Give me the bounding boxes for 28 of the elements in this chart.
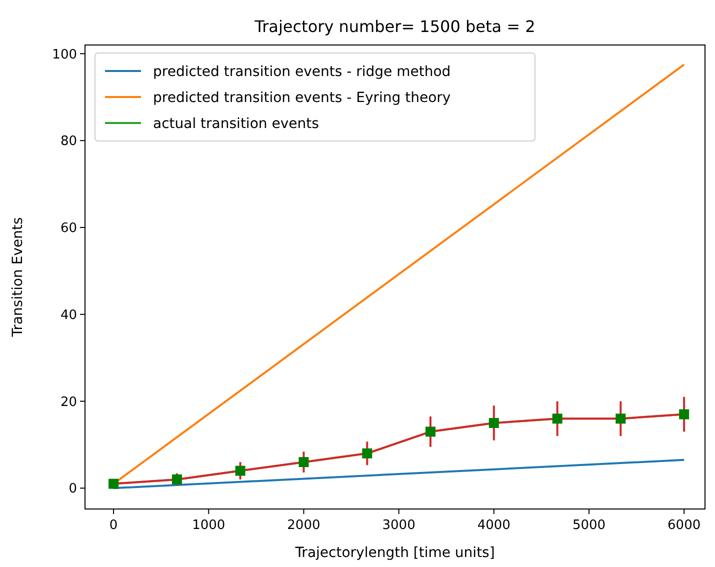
point	[679, 409, 690, 420]
point	[362, 448, 372, 458]
point	[172, 474, 182, 484]
point	[235, 466, 246, 476]
legend-label: predicted transition events - Eyring theory	[153, 90, 451, 106]
point	[425, 426, 436, 437]
x-tick-label: 5000	[572, 518, 606, 533]
chart-title: Trajectory number= 1500 beta = 2	[254, 17, 536, 36]
y-tick-label: 20	[60, 394, 77, 410]
point	[616, 414, 626, 424]
y-axis-title: Transition Events	[10, 217, 26, 338]
y-tick-label: 60	[60, 221, 77, 236]
y-tick-label: 100	[52, 47, 77, 62]
x-tick-label: 0	[109, 518, 118, 533]
x-tick-label: 4000	[477, 518, 510, 533]
point	[552, 414, 562, 424]
x-tick-label: 2000	[287, 518, 320, 533]
x-axis-title: Trajectorylength [time units]	[294, 545, 495, 561]
legend-label: predicted transition events - ridge method	[153, 64, 451, 80]
x-tick-label: 3000	[382, 518, 416, 533]
x-tick-label: 1000	[192, 518, 226, 533]
point	[488, 418, 499, 428]
legend-label: actual transition events	[153, 116, 319, 132]
y-tick-label: 0	[68, 482, 77, 497]
y-tick-label: 40	[60, 308, 77, 323]
point	[298, 457, 309, 468]
y-tick-label: 80	[60, 134, 77, 150]
x-tick-label: 6000	[668, 518, 701, 533]
